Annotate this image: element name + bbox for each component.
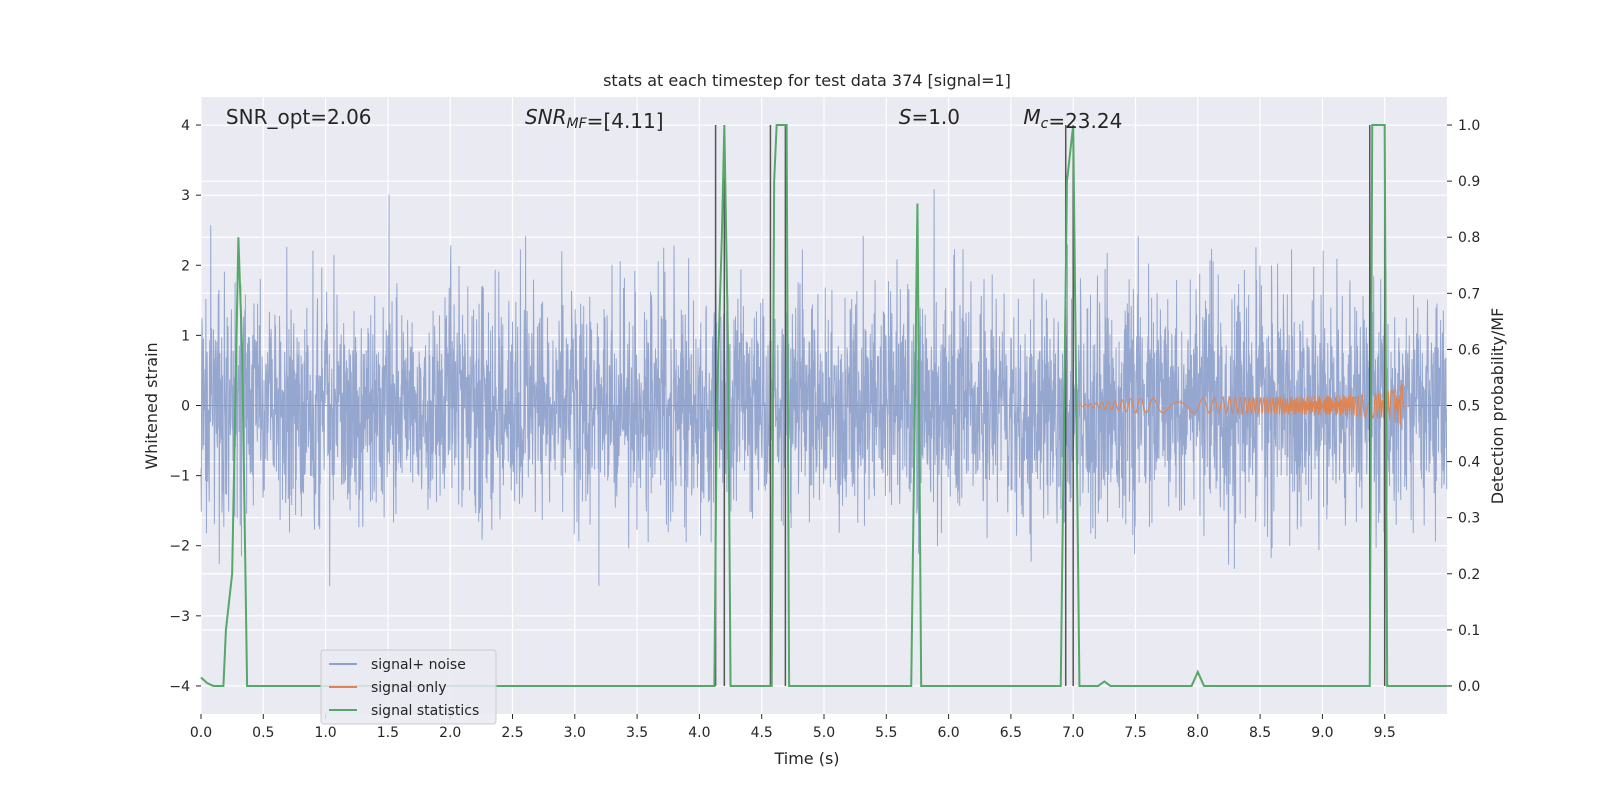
y-right-tick-label: 0.2 [1458, 567, 1480, 583]
axes: 0.0 0.5 1.0 1.5 2.0 2.5 3.0 3.5 4.0 4.5 5.0 5.5 6.0 6… [169, 118, 1480, 741]
annotation-text: S=1.0 [899, 105, 960, 129]
y-right-tick-label: 0.0 [1458, 679, 1480, 695]
y-right-tick-label: 0.3 [1458, 511, 1480, 527]
y-left-tick-label: 4 [181, 118, 190, 134]
x-tick-label: 0.5 [252, 725, 274, 741]
x-tick-label: 4.5 [751, 725, 773, 741]
legend: signal+ noise signal only signal statistic… [320, 649, 497, 725]
y-axis-label-left: Whitened strain [142, 342, 161, 469]
x-tick-label: 1.5 [377, 725, 399, 741]
y-left-tick-label: 0 [181, 399, 190, 415]
series-signal-only [201, 383, 1447, 426]
x-tick-label: 4.0 [688, 725, 710, 741]
series-signal-statistics [200, 124, 1447, 687]
x-tick-label: 5.5 [875, 725, 897, 741]
x-tick-label: 5.0 [813, 725, 835, 741]
legend-label: signal only [371, 680, 446, 696]
y-axis-label-right: Detection probability/MF [1488, 308, 1507, 505]
y-left-tick-label: 1 [181, 328, 190, 344]
x-tick-label: 8.5 [1249, 725, 1271, 741]
annotation-text: SNR_opt=2.06 [226, 105, 372, 129]
y-right-tick-label: 0.7 [1458, 286, 1480, 302]
y-left-tick-label: 3 [181, 188, 190, 204]
annotations: SNR_opt=2.06 SNRMF=[4.11] S=1.0 Mc=23.24 [226, 105, 1122, 133]
x-tick-label: 6.0 [937, 725, 959, 741]
annotation-text: Mc=23.24 [1023, 105, 1122, 133]
signal-series [201, 383, 1447, 426]
x-tick-label: 3.5 [626, 725, 648, 741]
y-left-tick-label: −3 [169, 609, 190, 625]
legend-label: signal statistics [371, 703, 479, 719]
y-right-tick-label: 1.0 [1458, 118, 1480, 134]
x-tick-label: 2.0 [439, 725, 461, 741]
x-tick-label: 6.5 [1000, 725, 1022, 741]
y-left-tick-label: −4 [169, 679, 190, 695]
y-left-tick-label: −1 [169, 469, 190, 485]
noise-series [200, 189, 1448, 587]
x-tick-label: 8.0 [1187, 725, 1209, 741]
x-tick-label: 1.0 [314, 725, 336, 741]
x-tick-label: 9.5 [1374, 725, 1396, 741]
x-tick-label: 7.0 [1062, 725, 1084, 741]
annotation-text: SNRMF=[4.11] [525, 105, 664, 133]
y-right-tick-label: 0.8 [1458, 230, 1480, 246]
statistics-series [200, 124, 1447, 687]
x-tick-label: 7.5 [1124, 725, 1146, 741]
y-right-tick-label: 0.6 [1458, 342, 1480, 358]
y-right-tick-label: 0.9 [1458, 174, 1480, 190]
x-tick-label: 0.0 [190, 725, 212, 741]
x-tick-label: 3.0 [564, 725, 586, 741]
y-left-tick-label: −2 [169, 539, 190, 555]
chart-title: stats at each timestep for test data 374… [603, 71, 1011, 90]
series-signal-noise [200, 189, 1448, 587]
y-left-tick-label: 2 [181, 258, 190, 274]
y-right-tick-label: 0.4 [1458, 455, 1480, 471]
y-right-tick-label: 0.1 [1458, 623, 1480, 639]
x-axis-label: Time (s) [773, 749, 839, 768]
legend-label: signal+ noise [371, 657, 466, 673]
x-tick-label: 9.0 [1311, 725, 1333, 741]
y-right-tick-label: 0.5 [1458, 399, 1480, 415]
x-tick-label: 2.5 [501, 725, 523, 741]
legend-box [320, 649, 497, 725]
